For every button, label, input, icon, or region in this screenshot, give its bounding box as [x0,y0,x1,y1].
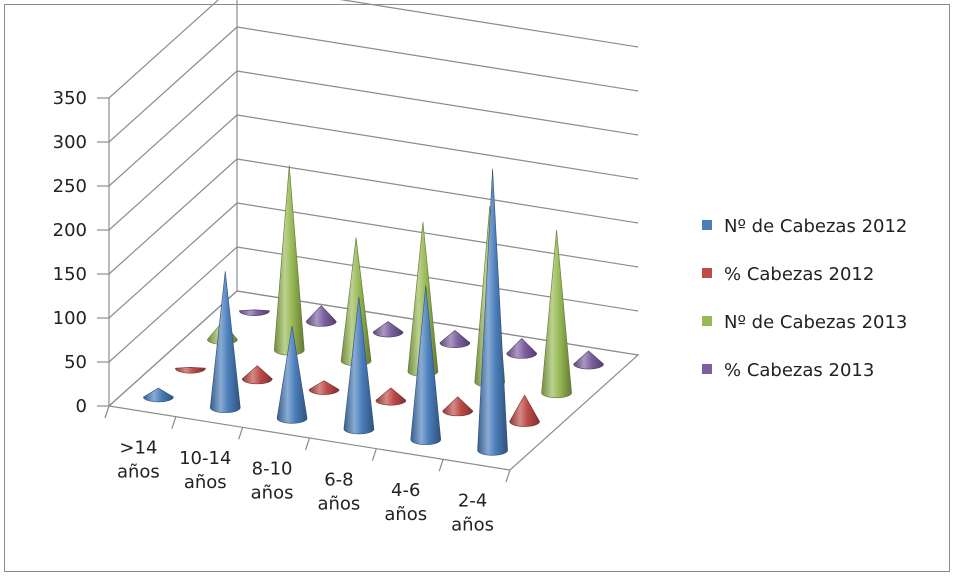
x-tick-mark [238,427,244,440]
cone-0-5 [477,168,508,456]
back-gridline [236,246,639,312]
x-tick-label: 8-10 años [251,459,294,504]
side-gridline [108,70,238,187]
x-tick-mark [371,448,377,461]
legend: Nº de Cabezas 2012 % Cabezas 2012 Nº de Ca… [702,216,907,381]
cone-0-1 [209,271,241,413]
cone-0-3 [343,296,375,435]
back-gridline [236,114,639,180]
legend-swatch [702,316,712,326]
cone-3-5 [573,350,604,370]
side-gridline [108,114,238,231]
cone-3-1 [305,305,337,327]
x-tick-mark [171,416,177,429]
cone-3-2 [372,321,404,338]
cone-1-5 [509,394,540,427]
side-gridline [108,246,238,363]
cone-3-0 [239,309,270,316]
cone-0-0 [143,387,174,403]
x-tick-label: 2-4 años [451,491,494,536]
cone-1-3 [375,387,407,406]
y-tick-label: 50 [64,352,87,373]
cone-2-1 [273,165,305,356]
x-axis: >14 años 10-14 años 8-10 años 6-8 años 4-6 años 2-… [104,405,511,536]
y-tick-label: 0 [76,396,87,417]
legend-label: % Cabezas 2012 [724,264,874,285]
cone-3-4 [506,337,538,359]
side-gridline [108,158,238,275]
y-tick-label: 100 [53,308,87,329]
y-tick-label: 250 [53,176,87,197]
back-gridline [236,26,639,92]
y-tick-label: 300 [53,132,87,153]
x-tick-mark [438,459,444,472]
cone-1-0 [175,367,206,374]
chart-plot-area [143,165,604,456]
cone-0-4 [410,285,442,445]
cone-0-2 [276,325,308,424]
cone-1-2 [308,380,340,395]
legend-label: Nº de Cabezas 2012 [724,216,907,237]
chart-frame [4,4,950,572]
back-gridline [339,0,639,48]
x-tick-label: 4-6 años [384,480,427,525]
side-gridline [108,202,238,319]
back-gridline [236,202,639,268]
x-tick-mark [104,405,110,419]
x-tick-label: 10-14 años [179,448,231,493]
y-tick-label: 350 [53,88,87,109]
x-tick-label: >14 años [117,437,160,482]
legend-swatch [702,364,712,374]
side-gridline [108,0,219,99]
cone-2-5 [541,229,572,399]
back-gridline [236,158,639,224]
y-tick-label: 150 [53,264,87,285]
cone-1-1 [241,365,273,385]
chart-walls [107,0,640,471]
y-tick-label: 200 [53,220,87,241]
cone-1-4 [442,396,474,417]
x-tick-mark [304,437,311,451]
legend-swatch [702,268,712,278]
x-tick-mark [505,469,511,483]
back-gridline [236,70,639,136]
y-axis: 0 50 100 150 200 250 300 350 [53,88,109,417]
x-tick-label: 6-8 años [317,469,360,514]
legend-swatch [702,220,712,230]
legend-label: % Cabezas 2013 [724,360,874,381]
cone-3-3 [439,329,471,348]
side-gridline [108,26,238,143]
legend-label: Nº de Cabezas 2013 [724,312,907,333]
